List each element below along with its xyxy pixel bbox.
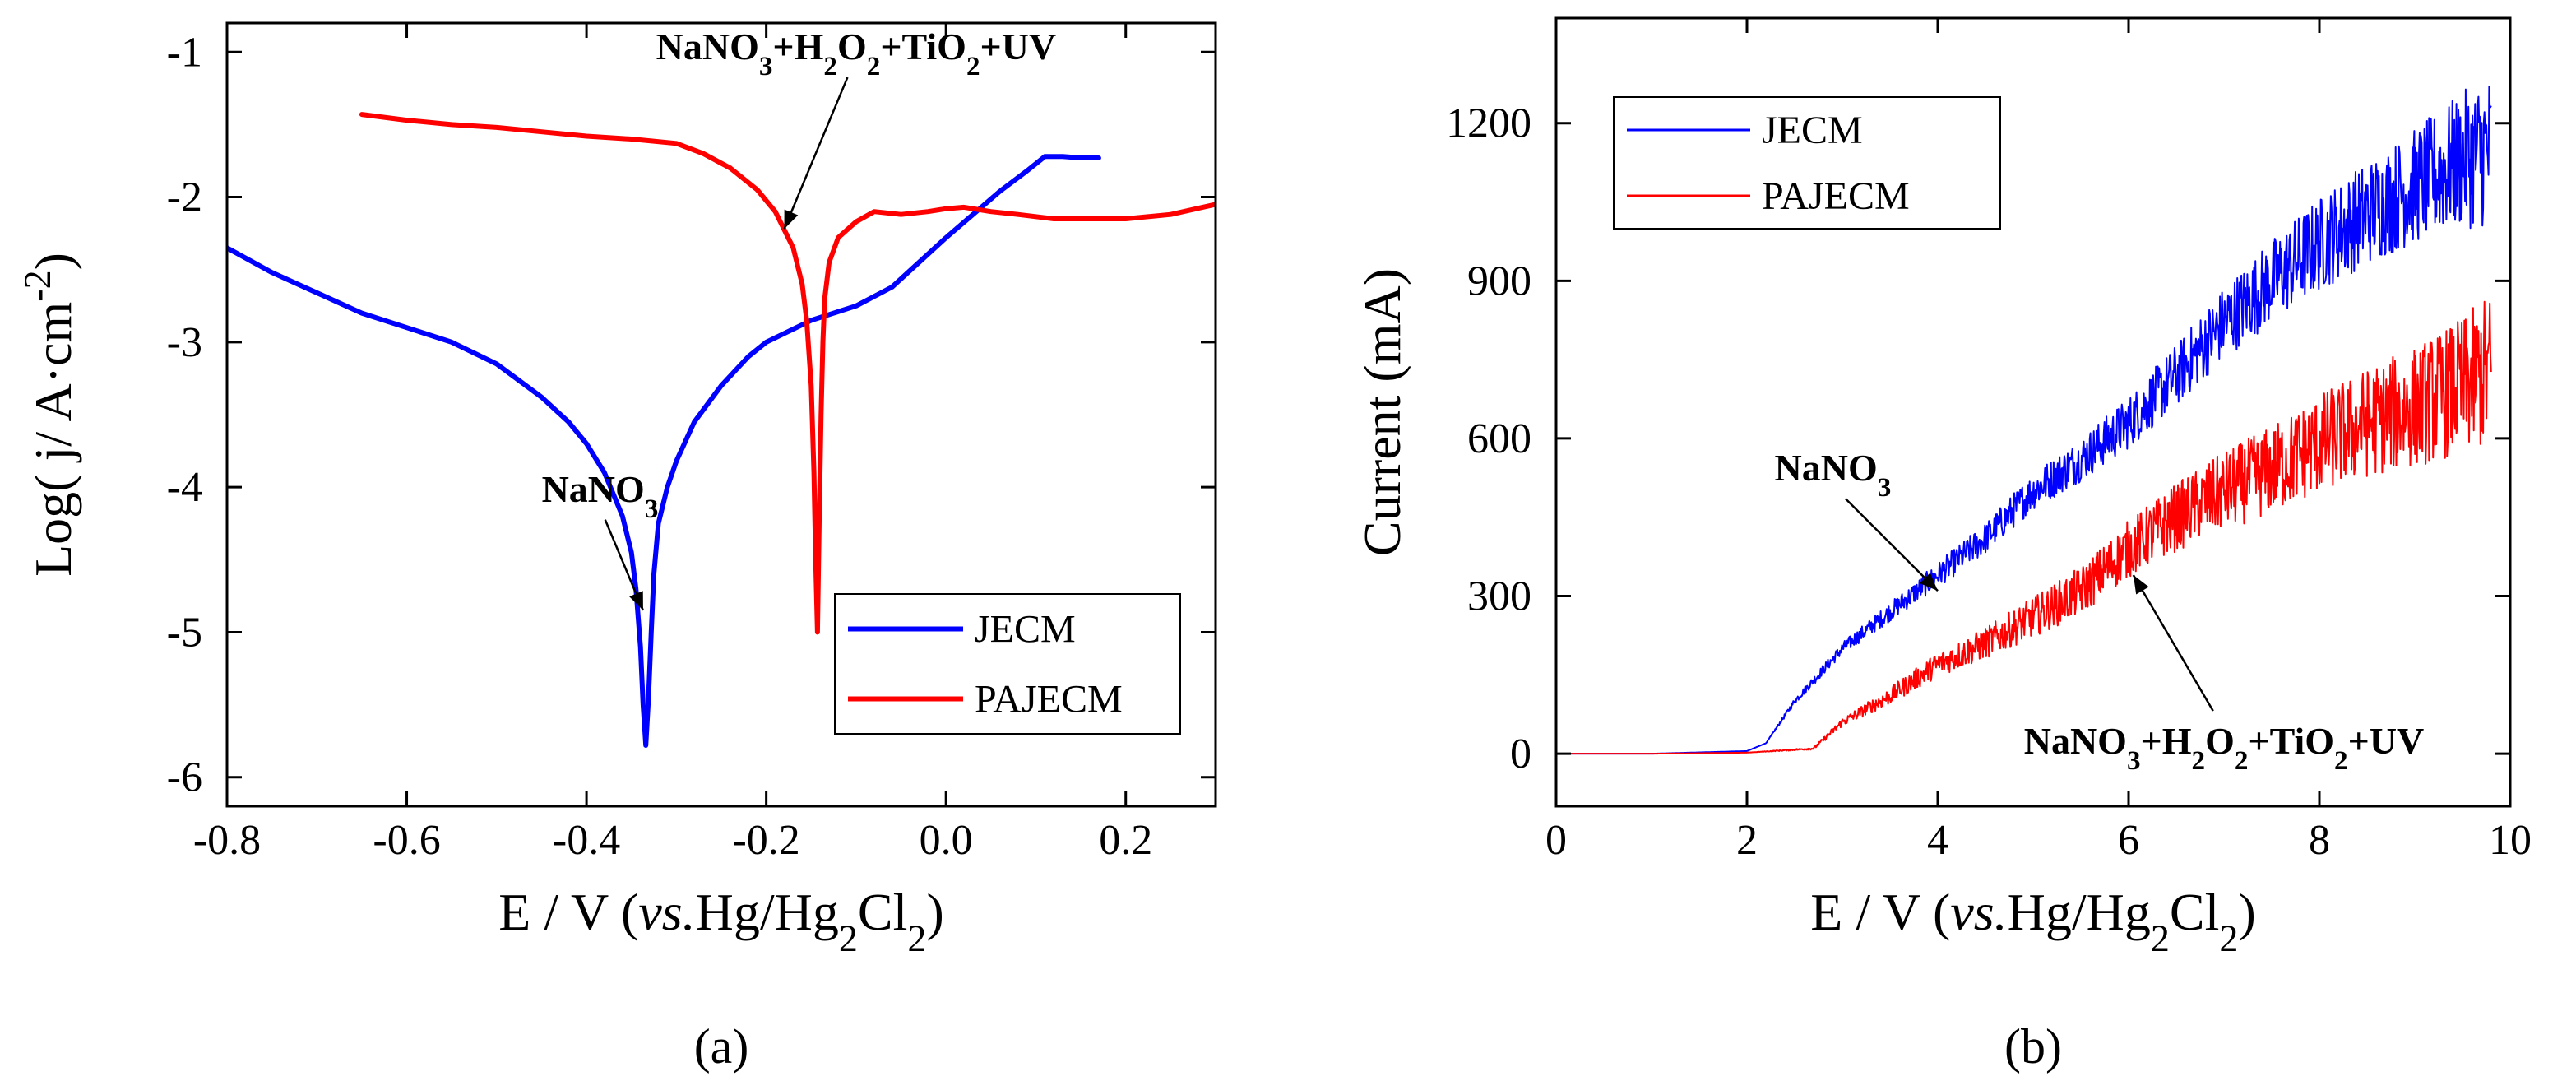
annotation-label: NaNO3+H2O2+TiO2+UV [2024, 720, 2425, 776]
x-axis-title: E / V (vs.Hg/Hg2Cl2) [1810, 883, 2256, 959]
y-tick-label: -5 [167, 609, 202, 656]
plot-frame [225, 21, 1217, 808]
x-tick-label: 10 [2489, 817, 2532, 864]
legend-label-pajecm: PAJECM [975, 678, 1123, 721]
legend-label-jecm: JECM [1762, 109, 1863, 152]
x-tick-label: -0.4 [553, 817, 620, 864]
y-tick-label: -6 [167, 754, 202, 801]
x-tick-label: 2 [1736, 817, 1758, 864]
x-tick-label: -0.8 [193, 817, 261, 864]
legend-label-pajecm: PAJECM [1762, 174, 1910, 218]
y-tick-label: 900 [1467, 257, 1531, 304]
caption-a: (a) [694, 1019, 749, 1074]
y-tick-label: -3 [167, 319, 202, 366]
chart-b: 0 2 4 6 8 10 0 300 600 900 1200 E / V (vs.Hg/Hg2Cl2… [1353, 16, 2532, 1074]
y-tick-label: -2 [167, 174, 202, 221]
legend-box [834, 593, 1181, 735]
annotation-label: NaNO3 [1775, 447, 1892, 503]
annotation-label: NaNO3 [542, 468, 659, 524]
y-axis-title: Current (mA) [1353, 268, 1411, 556]
legend-label-jecm: JECM [975, 608, 1076, 652]
x-tick-label: 8 [2309, 817, 2330, 864]
series-line-jecm [227, 154, 1101, 748]
y-tick-label: -1 [167, 29, 202, 76]
series-line-pajecm [359, 112, 1216, 635]
y-axis-title: Log( j/ A·cm-2) [16, 253, 83, 577]
plot-frame [1554, 16, 2512, 808]
legend: JECM PAJECM [1613, 96, 2001, 230]
annotation-arrowhead [1920, 573, 1938, 592]
series-group [227, 112, 1216, 748]
y-tick-label: 600 [1467, 415, 1531, 462]
x-tick-label: -0.6 [373, 817, 440, 864]
x-tick-label: 0.2 [1099, 817, 1152, 864]
legend: JECM PAJECM [834, 593, 1181, 735]
chart-a: -0.8 -0.6 -0.4 -0.2 0.0 0.2 -1 -2 -3 -4 -5 -6 E / V … [16, 21, 1217, 1074]
y-tick-label: -4 [167, 464, 202, 511]
x-tick-label: -0.2 [732, 817, 799, 864]
annotation-arrow-line [1844, 498, 1939, 592]
annotation-label: NaNO3+H2O2+TiO2+UV [656, 26, 1057, 81]
annotation-arrow-line [783, 77, 849, 230]
y-tick-label: 300 [1467, 573, 1531, 620]
annotation-arrowhead [784, 209, 799, 230]
annotation-arrowhead [629, 591, 643, 610]
y-tick-label: 1200 [1446, 100, 1531, 147]
legend-box [1613, 96, 2001, 230]
series-line-jecm [1556, 86, 2492, 755]
x-axis-title: E / V (vs.Hg/Hg2Cl2) [498, 883, 944, 959]
annotation-arrowhead [2133, 574, 2149, 595]
x-tick-label: 4 [1927, 817, 1948, 864]
y-tick-label: 0 [1510, 731, 1531, 777]
caption-b: (b) [2004, 1019, 2062, 1074]
x-tick-label: 0 [1545, 817, 1567, 864]
x-tick-label: 6 [2118, 817, 2139, 864]
series-line-pajecm [1556, 300, 2492, 755]
x-tick-label: 0.0 [920, 817, 973, 864]
series-group [1556, 86, 2492, 755]
annotation-arrow-line [2132, 574, 2214, 712]
